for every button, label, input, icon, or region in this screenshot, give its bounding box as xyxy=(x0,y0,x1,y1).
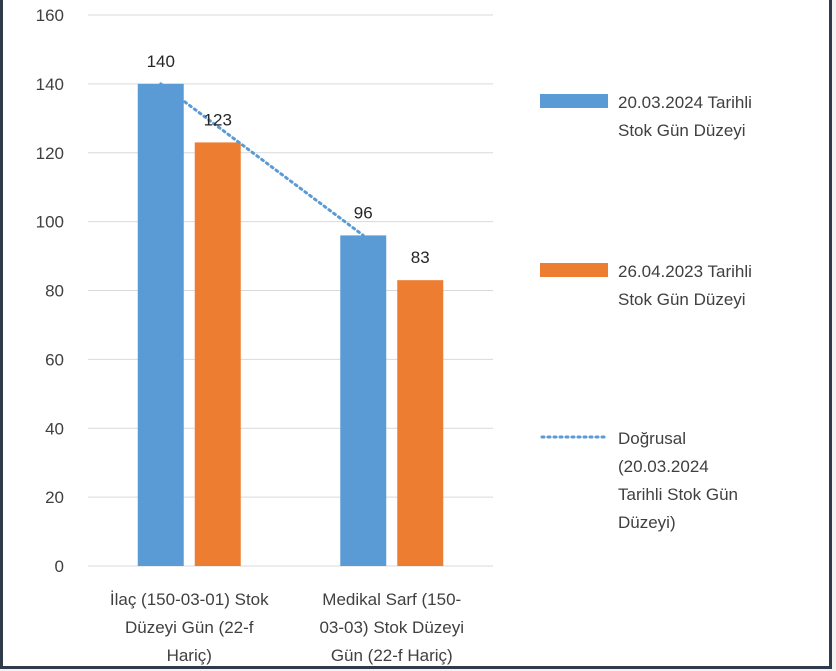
y-tick-label: 60 xyxy=(45,350,64,369)
y-tick-label: 0 xyxy=(55,557,64,576)
data-label: 140 xyxy=(147,52,175,71)
data-label: 96 xyxy=(354,203,373,222)
x-category-label-line: Düzeyi Gün (22-f xyxy=(125,618,254,637)
legend-label: 20.03.2024 Tarihli Stok Gün Düzeyi xyxy=(618,93,752,140)
legend-label-line: Doğrusal xyxy=(618,429,686,448)
data-label: 123 xyxy=(204,110,232,129)
legend-swatch xyxy=(540,263,608,277)
legend-label-line: Düzeyi) xyxy=(618,513,676,532)
x-axis: İlaç (150-03-01) Stok Düzeyi Gün (22-f Har… xyxy=(110,590,464,665)
legend-label-line: 26.04.2023 Tarihli xyxy=(618,262,752,281)
legend-label-line: Stok Gün Düzeyi xyxy=(618,121,746,140)
legend-swatch xyxy=(540,94,608,108)
legend-label: Doğrusal (20.03.2024 Tarihli Stok Gün Düzey… xyxy=(618,429,738,532)
bars xyxy=(137,83,444,566)
legend-label-line: (20.03.2024 xyxy=(618,457,709,476)
y-tick-label: 80 xyxy=(45,282,64,301)
trendline xyxy=(159,82,365,237)
y-tick-label: 140 xyxy=(36,75,64,94)
trendline-path xyxy=(159,82,365,237)
y-tick-label: 100 xyxy=(36,213,64,232)
x-category-label: Medikal Sarf (150- 03-03) Stok Düzeyi Gün … xyxy=(319,590,464,665)
x-category-label-line: Hariç) xyxy=(167,646,212,665)
legend-label: 26.04.2023 Tarihli Stok Gün Düzeyi xyxy=(618,262,752,309)
bar xyxy=(137,83,184,566)
y-tick-label: 120 xyxy=(36,144,64,163)
x-category-label-line: Medikal Sarf (150- xyxy=(322,590,461,609)
legend: 20.03.2024 Tarihli Stok Gün Düzeyi26.04.2… xyxy=(540,93,752,532)
y-tick-label: 160 xyxy=(36,6,64,25)
bar xyxy=(194,142,241,566)
bar xyxy=(397,280,444,566)
x-category-label: İlaç (150-03-01) Stok Düzeyi Gün (22-f Har… xyxy=(110,590,269,665)
bar xyxy=(340,235,387,566)
x-category-label-line: 03-03) Stok Düzeyi xyxy=(319,618,464,637)
y-axis: 0 20 40 60 80 100 120 140 160 xyxy=(36,6,64,576)
x-category-label-line: İlaç (150-03-01) Stok xyxy=(110,590,269,609)
data-label: 83 xyxy=(411,248,430,267)
data-labels: 140 96 123 83 xyxy=(147,52,430,267)
y-tick-label: 20 xyxy=(45,488,64,507)
legend-label-line: 20.03.2024 Tarihli xyxy=(618,93,752,112)
y-tick-label: 40 xyxy=(45,419,64,438)
legend-label-line: Tarihli Stok Gün xyxy=(618,485,738,504)
x-category-label-line: Gün (22-f Hariç) xyxy=(331,646,453,665)
legend-label-line: Stok Gün Düzeyi xyxy=(618,290,746,309)
